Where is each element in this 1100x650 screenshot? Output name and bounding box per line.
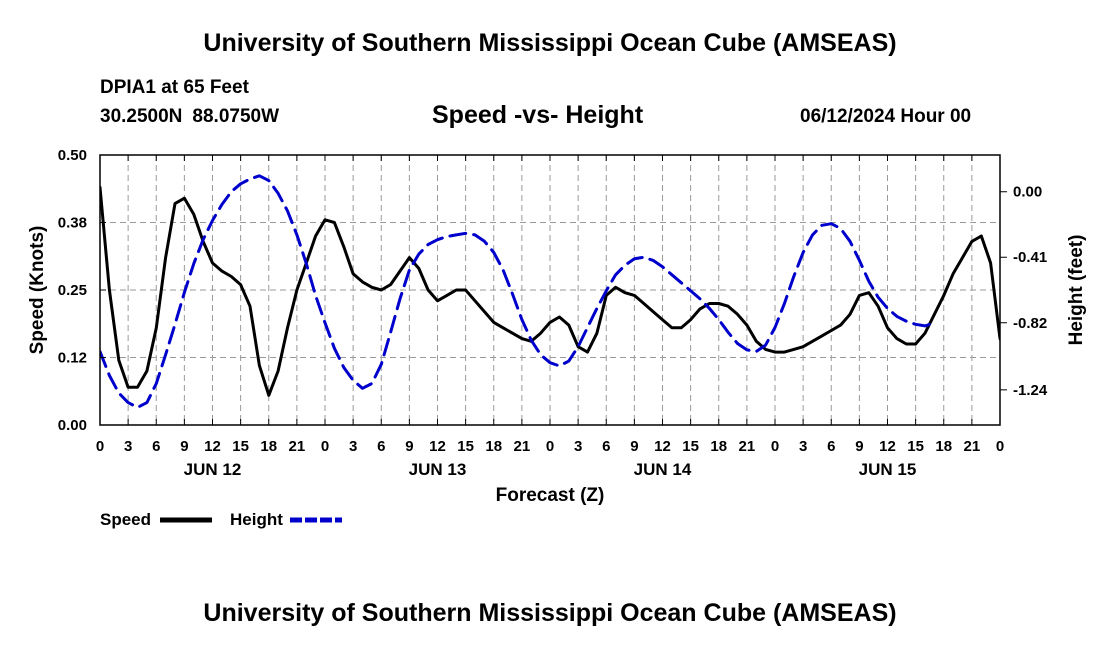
run-date: 06/12/2024 Hour 00 [800,106,972,127]
y-left-tick-label: 0.25 [58,282,87,299]
x-tick-label: 9 [855,438,863,455]
date-label: JUN 15 [859,460,917,479]
x-tick-label: 0 [546,438,554,455]
x-tick-label: 12 [654,438,671,455]
height-series-line [100,174,936,409]
x-tick-label: 0 [996,438,1004,455]
x-tick-label: 12 [429,438,446,455]
y-left-axis-title: Speed (Knots) [27,226,48,355]
y-axis-left: 0.00 0.12 0.25 0.38 0.50 Speed (Knots) [27,147,106,434]
y-left-tick-label: 0.38 [58,215,87,232]
x-tick-label: 18 [710,438,727,455]
y-right-axis-title: Height (feet) [1066,235,1087,346]
x-tick-label: 6 [602,438,610,455]
y-left-tick-label: 0.50 [58,147,87,164]
latitude: 30.2500N [100,106,183,127]
x-tick-label: 3 [124,438,132,455]
x-tick-label: 21 [289,438,306,455]
x-tick-label: 9 [180,438,188,455]
x-tick-label: 3 [799,438,807,455]
footer-title: University of Southern Mississippi Ocean… [203,599,897,627]
x-tick-label: 9 [630,438,638,455]
main-title: University of Southern Mississippi Ocean… [203,29,897,57]
x-tick-label: 6 [152,438,160,455]
x-tick-label: 3 [349,438,357,455]
y-right-tick-label: -0.82 [1013,315,1047,332]
x-tick-label: 18 [935,438,952,455]
y-right-tick-label: -1.24 [1013,382,1048,399]
x-tick-label: 21 [739,438,756,455]
chart-title: Speed -vs- Height [432,101,644,129]
x-axis-title: Forecast (Z) [496,485,605,506]
x-tick-label: 21 [964,438,981,455]
x-tick-label: 18 [260,438,277,455]
x-tick-label: 15 [682,438,699,455]
x-tick-label: 12 [879,438,896,455]
date-label: JUN 14 [634,460,692,479]
x-tick-label: 0 [321,438,329,455]
y-right-tick-label: -0.41 [1013,249,1047,266]
legend-label-speed: Speed [100,510,151,529]
station-label: DPIA1 at 65 Feet [100,77,249,98]
x-tick-label: 6 [827,438,835,455]
series-group [100,174,1000,409]
grid-lines [100,155,1000,425]
x-tick-label: 6 [377,438,385,455]
date-label: JUN 12 [184,460,242,479]
x-tick-label: 21 [514,438,531,455]
x-tick-label: 9 [405,438,413,455]
x-axis: 0 3 6 9 12 15 18 21 0 3 6 9 12 15 18 21 0 3 6 9 12 15 18 21 0 3 6 9… [96,155,1004,506]
x-tick-label: 18 [485,438,502,455]
legend: Speed Height [100,510,342,529]
longitude: 88.0750W [192,106,280,127]
x-tick-label: 3 [574,438,582,455]
coordinates: 30.2500N 88.0750W [100,106,279,128]
x-tick-label: 12 [204,438,221,455]
x-tick-label: 15 [457,438,474,455]
legend-label-height: Height [230,510,283,529]
y-left-tick-label: 0.00 [58,417,87,434]
y-axis-right: 0.00 -0.41 -0.82 -1.24 Height (feet) [1000,184,1087,399]
x-tick-label: 15 [232,438,249,455]
y-left-tick-label: 0.12 [58,350,87,367]
x-tick-label: 0 [96,438,104,455]
x-tick-label: 0 [771,438,779,455]
x-tick-label: 15 [907,438,924,455]
date-label: JUN 13 [409,460,467,479]
y-right-tick-label: 0.00 [1013,184,1042,201]
speed-series-line [100,185,1000,397]
